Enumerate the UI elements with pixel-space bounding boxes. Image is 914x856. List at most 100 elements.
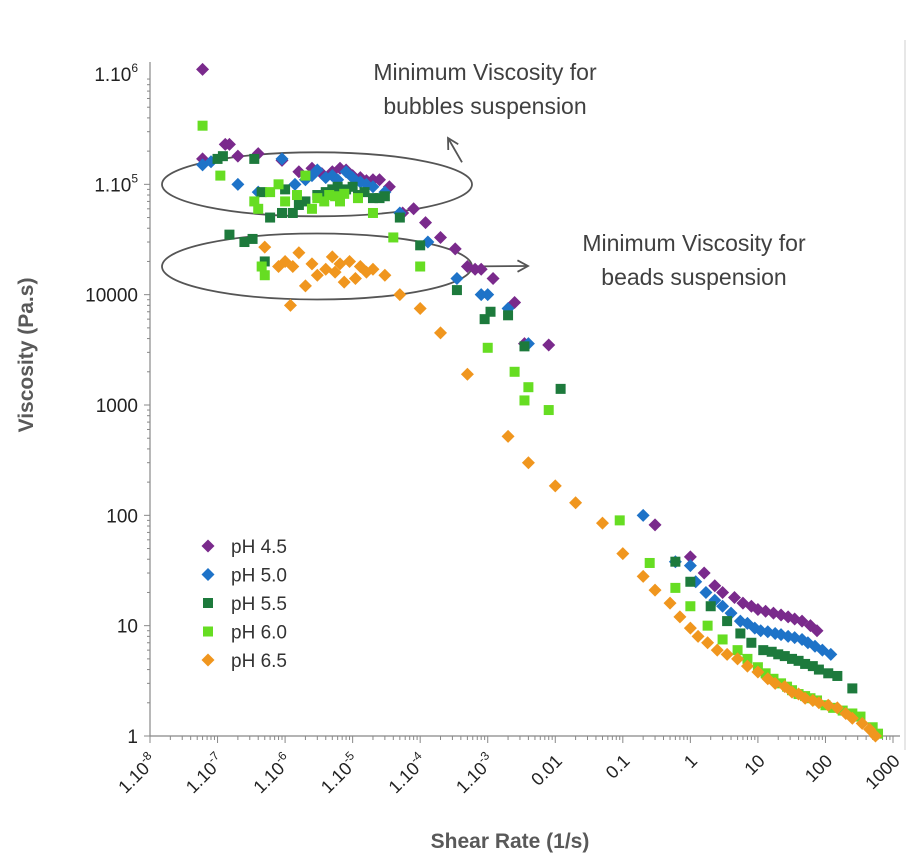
data-point — [249, 196, 260, 207]
data-point — [648, 583, 662, 597]
plot-frame — [149, 40, 906, 750]
y-axis-title: Viscosity (Pa.s) — [15, 278, 38, 433]
data-point — [407, 202, 421, 216]
data-point — [434, 326, 448, 340]
data-point — [300, 170, 311, 181]
data-point — [503, 310, 514, 321]
data-point — [460, 367, 474, 381]
data-point — [247, 233, 258, 244]
x-tick-label: 1.10-7 — [180, 748, 229, 797]
x-axis-ticks: 1.10-8 1.10-7 1.10-6 1.10-5 1.10-4 1.10-3 0.01… — [112, 736, 904, 797]
data-point — [616, 547, 630, 561]
data-point — [265, 187, 276, 198]
annotation-text: Minimum Viscosity for — [582, 230, 806, 256]
y-tick-label: 1.106 — [94, 61, 138, 86]
data-point — [231, 177, 245, 191]
data-point — [821, 698, 835, 712]
data-point — [509, 366, 520, 377]
data-point — [337, 275, 351, 289]
data-point — [523, 382, 534, 393]
data-point — [683, 550, 697, 564]
series-pH-6_5 — [258, 240, 882, 743]
data-point — [394, 212, 405, 223]
data-point — [595, 516, 609, 530]
data-point — [258, 240, 272, 254]
data-point — [348, 272, 362, 286]
data-point — [766, 646, 777, 657]
data-point — [732, 645, 743, 656]
data-point — [830, 701, 844, 715]
data-point — [215, 170, 226, 181]
data-point — [328, 265, 342, 279]
annotations: Minimum Viscosity for bubbles suspension M… — [161, 59, 806, 301]
legend-label: pH 6.5 — [231, 651, 287, 672]
data-point — [347, 181, 358, 192]
data-point — [434, 230, 448, 244]
legend: pH 4.5 pH 5.0 pH 5.5 pH 6.0 pH 6.5 — [201, 537, 287, 672]
data-point — [359, 187, 370, 198]
x-tick-label: 1.10-5 — [315, 748, 364, 797]
data-point — [636, 569, 650, 583]
data-point — [832, 670, 843, 681]
data-point — [448, 242, 462, 256]
data-point — [291, 190, 302, 201]
data-point — [196, 62, 210, 76]
data-point — [691, 629, 705, 643]
data-point — [740, 659, 754, 673]
y-tick-label: 10000 — [85, 286, 138, 307]
x-tick-label: 0.01 — [527, 751, 566, 790]
data-point — [256, 261, 267, 272]
data-point — [742, 653, 753, 664]
data-point — [542, 338, 556, 352]
x-tick-label: 1.10-3 — [450, 748, 499, 797]
series-pH-6_0 — [197, 120, 884, 739]
data-point — [614, 515, 625, 526]
data-point — [275, 152, 289, 166]
data-point — [280, 196, 291, 207]
data-point — [845, 711, 859, 725]
data-point — [760, 668, 771, 679]
data-point — [701, 636, 715, 650]
data-point — [251, 147, 265, 161]
data-point — [670, 556, 681, 567]
y-tick-label: 1 — [127, 727, 138, 748]
data-point — [367, 207, 378, 218]
data-point — [519, 395, 530, 406]
data-point — [813, 664, 824, 675]
data-point — [735, 628, 746, 639]
data-point — [673, 610, 687, 624]
data-point — [855, 716, 869, 730]
data-point — [855, 711, 866, 722]
series-pH-5_5 — [212, 151, 858, 694]
legend-label: pH 5.0 — [231, 566, 287, 587]
data-point — [312, 193, 323, 204]
data-point — [710, 643, 724, 657]
y-axis-ticks: 1.106 1.105 10000 1000 100 10 1 — [85, 61, 150, 748]
data-point — [720, 647, 734, 661]
data-point — [288, 177, 302, 191]
data-point — [306, 203, 317, 214]
data-point — [332, 181, 343, 192]
data-point — [731, 652, 745, 666]
data-point — [249, 153, 260, 164]
legend-marker — [203, 626, 213, 637]
data-point — [810, 624, 824, 638]
data-point — [683, 621, 697, 635]
data-point — [716, 585, 730, 599]
data-point — [324, 190, 335, 201]
data-point — [450, 272, 464, 286]
data-point — [683, 559, 697, 573]
legend-marker — [201, 653, 215, 667]
legend-label: pH 6.0 — [231, 623, 287, 644]
data-point — [699, 585, 713, 599]
x-tick-label: 1.10-8 — [112, 748, 161, 797]
legend-marker — [201, 539, 215, 553]
data-point — [519, 341, 530, 352]
data-point — [521, 456, 535, 470]
data-point — [751, 665, 765, 679]
legend-label: pH 4.5 — [231, 537, 287, 558]
data-point — [474, 288, 488, 302]
data-point — [543, 405, 554, 416]
data-point — [367, 193, 378, 204]
data-point — [273, 179, 284, 190]
